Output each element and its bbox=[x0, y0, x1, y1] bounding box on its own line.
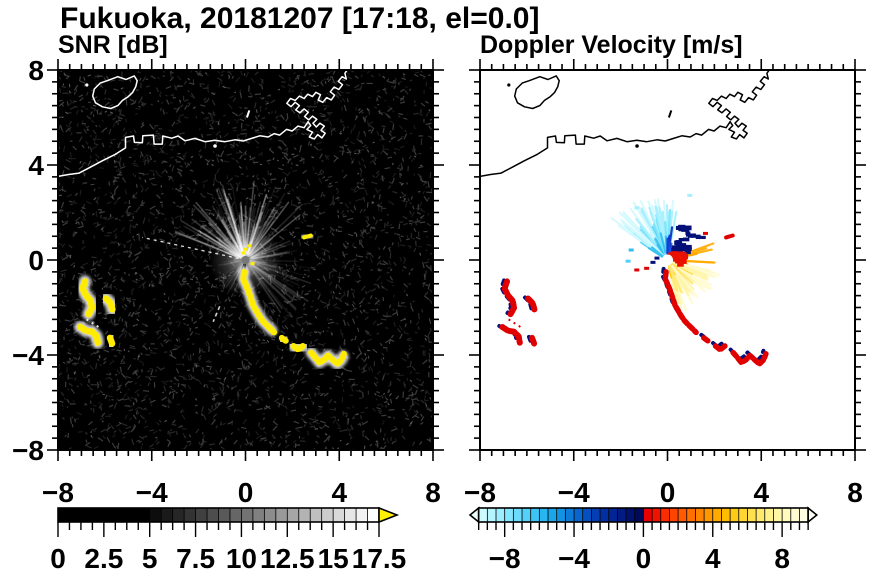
y-tick-label: 8 bbox=[28, 55, 44, 86]
coastline-velocity bbox=[480, 70, 771, 178]
x-tick-label: 4 bbox=[753, 477, 769, 508]
snr-strong-echoes bbox=[74, 232, 350, 370]
velocity-fans bbox=[610, 198, 721, 312]
navy-cluster bbox=[677, 247, 686, 252]
velocity-speck bbox=[687, 193, 693, 197]
x-tick-label: −4 bbox=[136, 477, 168, 508]
velocity-panel-title: Doppler Velocity [m/s] bbox=[480, 31, 743, 59]
colorbar-tick-label: −8 bbox=[489, 543, 521, 570]
x-tick-label: 0 bbox=[238, 477, 254, 508]
velocity-speck bbox=[644, 266, 650, 270]
colorbar-tick-label: 17.5 bbox=[352, 543, 407, 570]
colorbar-tick-label: 12.5 bbox=[260, 543, 315, 570]
velocity-center-hole bbox=[662, 254, 673, 266]
y-tick-label: 0 bbox=[28, 245, 44, 276]
x-tick-label: 8 bbox=[425, 477, 441, 508]
navy-cluster bbox=[671, 248, 679, 253]
colorbar-tick-label: 10 bbox=[226, 543, 257, 570]
velocity-speck bbox=[654, 256, 660, 260]
colorbar-tick-label: 8 bbox=[774, 543, 790, 570]
navy-cluster bbox=[685, 231, 691, 235]
navy-cluster bbox=[678, 238, 684, 242]
axis-frame bbox=[47, 59, 444, 461]
velocity-colorbar: −8 −4 0 4 8 bbox=[468, 506, 819, 570]
red-core bbox=[673, 256, 680, 262]
red-core bbox=[678, 258, 684, 264]
snr-radar-center bbox=[241, 256, 250, 264]
x-tick-label: 8 bbox=[847, 477, 863, 508]
y-tick-label: −8 bbox=[12, 435, 44, 466]
colorbar-tick-label: 15 bbox=[318, 543, 349, 570]
x-tick-label: 0 bbox=[660, 477, 676, 508]
snr-speckle-noise bbox=[58, 70, 433, 450]
colorbar-tick-label: 0 bbox=[50, 543, 66, 570]
x-tick-label: −8 bbox=[464, 477, 496, 508]
navy-cluster bbox=[675, 240, 683, 245]
coastline-snr bbox=[58, 70, 349, 178]
velocity-low-arrow bbox=[468, 506, 480, 524]
velocity-speck bbox=[650, 260, 656, 264]
red-core bbox=[681, 253, 689, 260]
x-tick-label: −4 bbox=[558, 477, 590, 508]
navy-cluster bbox=[681, 227, 690, 232]
navy-cluster bbox=[675, 225, 681, 230]
velocity-speck bbox=[634, 268, 640, 272]
velocity-high-arrow bbox=[807, 506, 819, 524]
navy-cluster bbox=[684, 244, 692, 249]
snr-short-ray bbox=[212, 305, 221, 323]
snr-overflow-arrow bbox=[378, 506, 400, 524]
y-tick-label: 4 bbox=[28, 150, 44, 181]
red-core bbox=[671, 251, 679, 256]
colorbar-tick-label: −4 bbox=[558, 543, 590, 570]
figure-title: Fukuoka, 20181207 [17:18, el=0.0] bbox=[60, 2, 540, 35]
navy-cluster bbox=[684, 249, 691, 255]
colorbar-tick-label: 4 bbox=[705, 543, 721, 570]
snr-colorbar: 0 2.5 5 7.5 10 12.5 15 17.5 bbox=[50, 506, 407, 570]
velocity-panel bbox=[480, 70, 855, 450]
snr-panel-title: SNR [dB] bbox=[58, 31, 168, 59]
velocity-speck bbox=[628, 248, 634, 252]
snr-panel bbox=[58, 70, 433, 450]
navy-cluster bbox=[678, 226, 685, 232]
velocity-speck bbox=[625, 259, 631, 263]
red-core bbox=[677, 251, 683, 257]
x-tick-label: 4 bbox=[331, 477, 347, 508]
x-tick-label: −8 bbox=[42, 477, 74, 508]
axis-frame bbox=[469, 59, 866, 461]
navy-cluster bbox=[682, 237, 690, 242]
y-tick-label: −4 bbox=[12, 340, 44, 371]
navy-cluster bbox=[685, 247, 692, 251]
colorbar-tick-label: 7.5 bbox=[176, 543, 215, 570]
velocity-strong-echoes bbox=[497, 233, 769, 367]
velocity-speck bbox=[634, 206, 640, 210]
velocity-speck bbox=[702, 231, 708, 235]
colorbar-tick-label: 2.5 bbox=[84, 543, 123, 570]
colorbar-tick-label: 5 bbox=[142, 543, 158, 570]
colorbar-tick-label: 0 bbox=[636, 543, 652, 570]
navy-cluster bbox=[679, 243, 687, 247]
